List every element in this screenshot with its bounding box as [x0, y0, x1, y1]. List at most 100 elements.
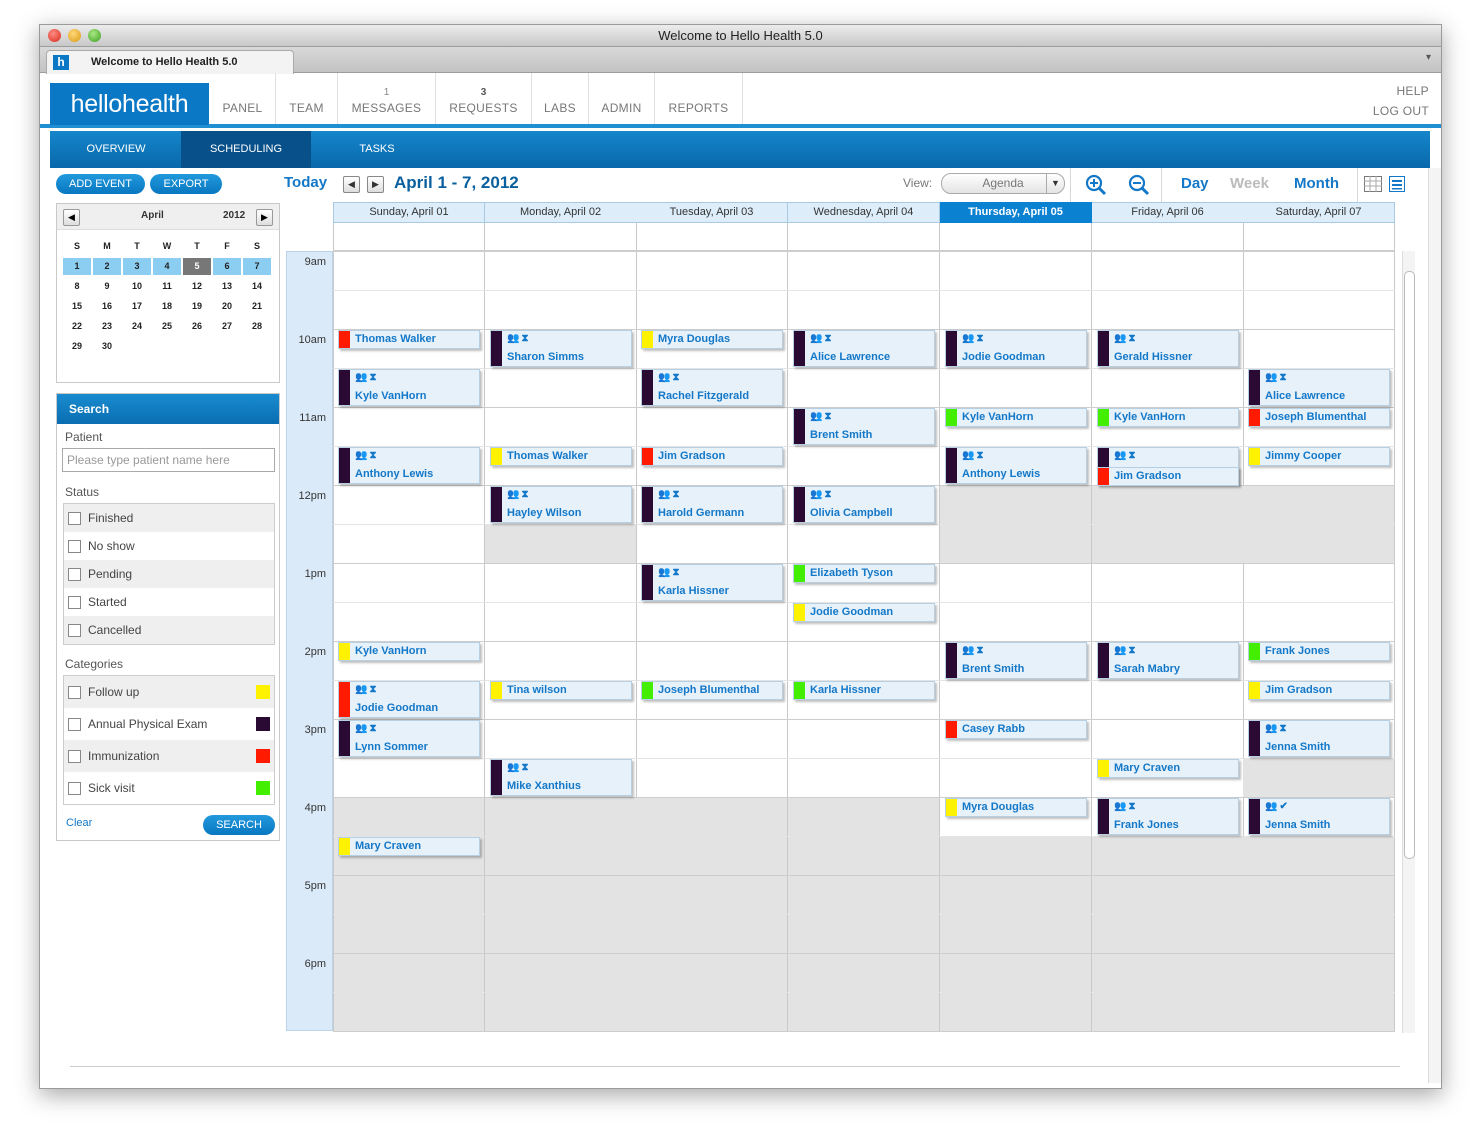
category-option[interactable]: Immunization — [64, 740, 274, 772]
close-window-icon[interactable] — [48, 29, 61, 42]
mini-calendar-day[interactable]: 19 — [191, 301, 202, 311]
appointment[interactable]: Mary Craven — [1097, 759, 1239, 778]
grid-view-icon[interactable] — [1364, 176, 1382, 192]
appointment[interactable]: Tina wilson — [490, 681, 632, 700]
export-button[interactable]: EXPORT — [150, 174, 222, 194]
status-option[interactable]: Started — [64, 588, 274, 616]
nav-panel[interactable]: PANEL — [210, 73, 276, 124]
minimize-window-icon[interactable] — [68, 29, 81, 42]
mini-calendar-day[interactable]: 27 — [221, 321, 232, 331]
mini-calendar-day[interactable]: 26 — [191, 321, 202, 331]
appointment[interactable]: 👥⧗ Lynn Sommer — [338, 720, 480, 757]
mini-calendar-day[interactable]: 20 — [221, 301, 232, 311]
next-month-icon[interactable]: ▶ — [256, 209, 273, 226]
mini-calendar-day[interactable]: 18 — [161, 301, 172, 311]
appointment[interactable]: Kyle VanHorn — [1097, 408, 1239, 427]
logout-link[interactable]: LOG OUT — [1372, 104, 1429, 118]
search-button[interactable]: SEARCH — [203, 815, 275, 835]
mini-calendar-day[interactable]: 17 — [131, 301, 142, 311]
mini-calendar-day[interactable]: 6 — [213, 258, 241, 275]
appointment[interactable]: Myra Douglas — [945, 798, 1087, 817]
mini-calendar-day[interactable]: 14 — [251, 281, 262, 291]
status-checkbox[interactable] — [68, 568, 81, 581]
appointment[interactable]: Thomas Walker — [490, 447, 632, 466]
appointment[interactable]: 👥⧗ Anthony Lewis — [945, 447, 1087, 484]
appointment[interactable]: Thomas Walker — [338, 330, 480, 349]
mini-calendar-day[interactable]: 30 — [101, 341, 112, 351]
clear-link[interactable]: Clear — [66, 817, 93, 829]
mini-calendar-day[interactable]: 10 — [131, 281, 142, 291]
all-day-cell[interactable] — [333, 223, 485, 251]
mini-calendar-day[interactable]: 8 — [74, 281, 80, 291]
mini-calendar-day[interactable]: 13 — [221, 281, 232, 291]
view-select[interactable]: Agenda ▼ — [941, 173, 1065, 194]
day-header[interactable]: Thursday, April 05 — [940, 202, 1092, 223]
appointment[interactable]: 👥⧗ Gerald Hissner — [1097, 330, 1239, 367]
appointment[interactable]: 👥⧗ Brent Smith — [945, 642, 1087, 679]
appointment[interactable]: Kyle VanHorn — [945, 408, 1087, 427]
week-view-link[interactable]: Week — [1230, 175, 1269, 192]
status-option[interactable]: No show — [64, 532, 274, 560]
appointment[interactable]: Casey Rabb — [945, 720, 1087, 739]
list-view-icon[interactable] — [1389, 176, 1405, 192]
day-header[interactable]: Sunday, April 01 — [333, 202, 485, 223]
day-header[interactable]: Monday, April 02 — [485, 202, 637, 223]
zoom-out-icon[interactable] — [1128, 174, 1150, 196]
tab-menu-chevron-icon[interactable]: ▾ — [1425, 52, 1431, 63]
appointment[interactable]: 👥⧗ Frank Jones — [1097, 798, 1239, 835]
mini-calendar-day[interactable]: 24 — [131, 321, 142, 331]
mini-calendar-day[interactable]: 4 — [153, 258, 181, 275]
mini-calendar-day[interactable]: 22 — [71, 321, 82, 331]
appointment[interactable]: Jodie Goodman — [793, 603, 935, 622]
mini-calendar-day[interactable]: 2 — [93, 258, 121, 275]
appointment[interactable]: Jim Gradson — [1248, 681, 1390, 700]
tab-tasks[interactable]: TASKS — [359, 143, 395, 155]
mini-calendar-day[interactable]: 9 — [104, 281, 110, 291]
appointment[interactable]: 👥⧗ Anthony Lewis — [338, 447, 480, 484]
all-day-cell[interactable] — [940, 223, 1092, 251]
page-scrollbar[interactable] — [1428, 168, 1441, 1083]
status-checkbox[interactable] — [68, 512, 81, 525]
all-day-cell[interactable] — [485, 223, 637, 251]
day-view-link[interactable]: Day — [1181, 175, 1209, 192]
mini-calendar-day[interactable]: 3 — [123, 258, 151, 275]
appointment[interactable]: 👥⧗ Harold Germann — [641, 486, 783, 523]
status-option[interactable]: Cancelled — [64, 616, 274, 644]
appointment[interactable]: 👥⧗ Jodie Goodman — [338, 681, 480, 718]
calendar-scrollbar[interactable] — [1402, 251, 1415, 1033]
mini-calendar-day[interactable]: 5 — [183, 258, 211, 275]
zoom-in-icon[interactable] — [1085, 174, 1107, 196]
nav-requests[interactable]: 3 REQUESTS — [436, 73, 532, 124]
day-column[interactable] — [1243, 251, 1395, 1031]
category-checkbox[interactable] — [68, 718, 81, 731]
appointment[interactable]: Elizabeth Tyson — [793, 564, 935, 583]
add-event-button[interactable]: ADD EVENT — [56, 174, 145, 194]
mini-calendar-day[interactable]: 12 — [191, 281, 202, 291]
prev-week-icon[interactable]: ◀ — [343, 176, 360, 193]
all-day-cell[interactable] — [1092, 223, 1244, 251]
status-checkbox[interactable] — [68, 596, 81, 609]
category-checkbox[interactable] — [68, 686, 81, 699]
appointment[interactable]: Joseph Blumenthal — [641, 681, 783, 700]
mini-calendar-day[interactable]: 11 — [162, 281, 172, 291]
status-option[interactable]: Pending — [64, 560, 274, 588]
appointment[interactable]: 👥⧗ Hayley Wilson — [490, 486, 632, 523]
category-checkbox[interactable] — [68, 750, 81, 763]
appointment[interactable]: Frank Jones — [1248, 642, 1390, 661]
month-view-link[interactable]: Month — [1294, 175, 1339, 192]
category-option[interactable]: Annual Physical Exam — [64, 708, 274, 740]
nav-reports[interactable]: REPORTS — [655, 73, 743, 124]
category-checkbox[interactable] — [68, 782, 81, 795]
appointment[interactable]: 👥⧗ Olivia Campbell — [793, 486, 935, 523]
appointment[interactable]: 👥⧗ Jodie Goodman — [945, 330, 1087, 367]
appointment[interactable]: 👥⧗ Sharon Simms — [490, 330, 632, 367]
appointment[interactable]: Karla Hissner — [793, 681, 935, 700]
day-header[interactable]: Saturday, April 07 — [1243, 202, 1395, 223]
hellohealth-logo[interactable]: hellohealth — [50, 83, 209, 125]
day-header[interactable]: Wednesday, April 04 — [788, 202, 940, 223]
help-link[interactable]: HELP — [1396, 84, 1429, 98]
prev-month-icon[interactable]: ◀ — [63, 209, 80, 226]
appointment[interactable]: Jim Gradson — [641, 447, 783, 466]
tab-overview[interactable]: OVERVIEW — [86, 143, 146, 155]
mini-calendar-day[interactable]: 16 — [101, 301, 112, 311]
